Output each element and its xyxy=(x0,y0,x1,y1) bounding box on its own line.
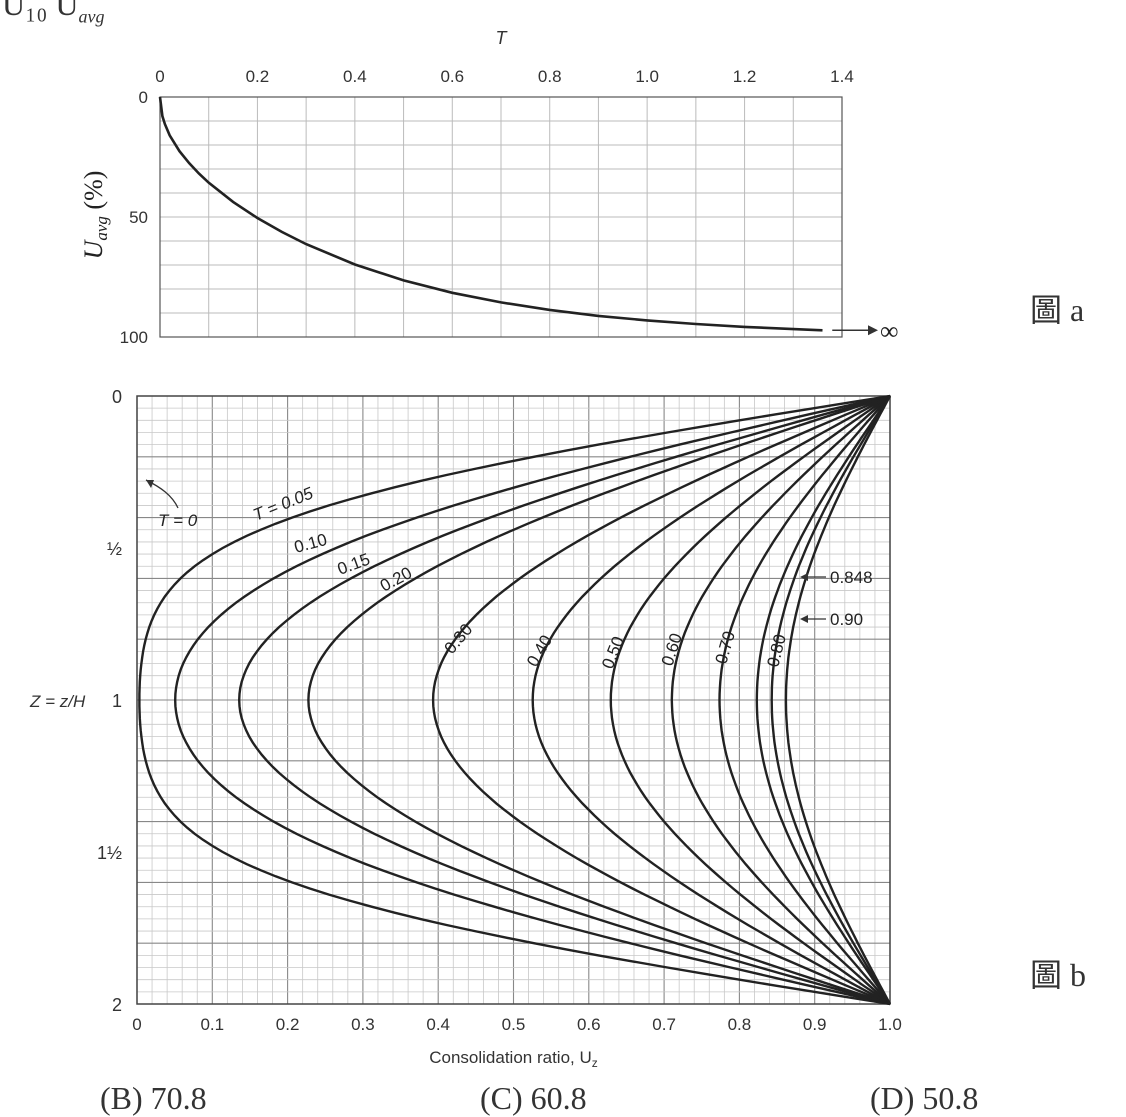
y-tick-label: 0 xyxy=(112,387,122,407)
x-tick-label: 0.5 xyxy=(502,1015,526,1034)
x-tick-label: 0 xyxy=(155,67,164,86)
x-tick-label: 0.6 xyxy=(440,67,464,86)
label-arrowhead xyxy=(800,615,808,623)
isochrone-line xyxy=(138,394,891,1006)
isochrone-label: 0.70 xyxy=(712,629,739,666)
y-tick-label: 1½ xyxy=(97,843,122,863)
series-line xyxy=(158,96,823,332)
y-tick-label: 2 xyxy=(112,995,122,1015)
isochrone-line xyxy=(770,395,892,1005)
isochrone-line xyxy=(307,394,891,1006)
label-arrowhead xyxy=(800,573,808,581)
y-axis-title: Z = z/H xyxy=(29,692,86,711)
isochrone-line xyxy=(670,395,891,1005)
x-axis-title: T xyxy=(496,28,509,48)
isochrone-label: 0.60 xyxy=(658,631,686,668)
infinity-label: ∞ xyxy=(880,316,899,345)
x-tick-label: 0.4 xyxy=(343,67,367,86)
option-c: (C) 60.8 xyxy=(480,1080,587,1116)
chart-a: 0 0.2 0.4 0.6 0.8 1.0 1.2 1.4 T 0 50 100 Uavg (%) ∞ xyxy=(79,28,899,347)
x-tick-label: 1.0 xyxy=(878,1015,902,1034)
x-tick-label: 1.2 xyxy=(733,67,757,86)
annotation-t0: T = 0 xyxy=(158,511,198,530)
panel-label-b: 圖 b xyxy=(1030,957,1087,993)
chart-a-frame xyxy=(159,96,843,338)
x-tick-label: 0.4 xyxy=(426,1015,450,1034)
x-tick-label: 0.9 xyxy=(803,1015,827,1034)
x-tick-label: 0.8 xyxy=(538,67,562,86)
asymptote-arrowhead xyxy=(868,325,878,336)
isochrone-label: T = 0.05 xyxy=(250,483,316,524)
y-axis-title: Uavg (%) xyxy=(79,171,111,260)
y-tick-label: 1 xyxy=(112,691,122,711)
isochrone-label-090: 0.90 xyxy=(830,610,863,629)
isochrone-line xyxy=(755,395,891,1005)
y-tick-label: 100 xyxy=(120,328,148,347)
x-tick-label: 0 xyxy=(132,1015,141,1034)
x-tick-label: 0.7 xyxy=(652,1015,676,1034)
x-tick-label: 0.6 xyxy=(577,1015,601,1034)
panel-label-a: 圖 a xyxy=(1030,292,1085,328)
top-cut-text: U₁₀ Uavg xyxy=(2,0,105,27)
x-tick-label: 0.8 xyxy=(728,1015,752,1034)
isochrone-line xyxy=(718,395,891,1005)
isochrone-line xyxy=(784,395,892,1005)
isochrone-line xyxy=(173,394,891,1006)
x-axis-title: Consolidation ratio, Uz xyxy=(429,1048,598,1070)
x-tick-label: 0.2 xyxy=(276,1015,300,1034)
x-tick-label: 1.0 xyxy=(635,67,659,86)
isochrone-line xyxy=(531,394,891,1006)
y-tick-label: ½ xyxy=(107,539,122,559)
x-tick-label: 1.4 xyxy=(830,67,854,86)
chart-b-frame xyxy=(136,395,891,1005)
y-tick-label: 50 xyxy=(129,208,148,227)
isochrone-line xyxy=(431,394,891,1006)
annotation-arrowhead xyxy=(146,480,154,488)
x-tick-label: 0.3 xyxy=(351,1015,375,1034)
option-d: (D) 50.8 xyxy=(870,1080,979,1116)
y-tick-label: 0 xyxy=(139,88,148,107)
isochrone-line xyxy=(237,394,891,1006)
x-tick-label: 0.2 xyxy=(246,67,270,86)
isochrone-label-0848: 0.848 xyxy=(830,568,873,587)
isochrone-line xyxy=(609,395,891,1005)
option-b: (B) 70.8 xyxy=(100,1080,207,1116)
x-tick-label: 0.1 xyxy=(200,1015,224,1034)
